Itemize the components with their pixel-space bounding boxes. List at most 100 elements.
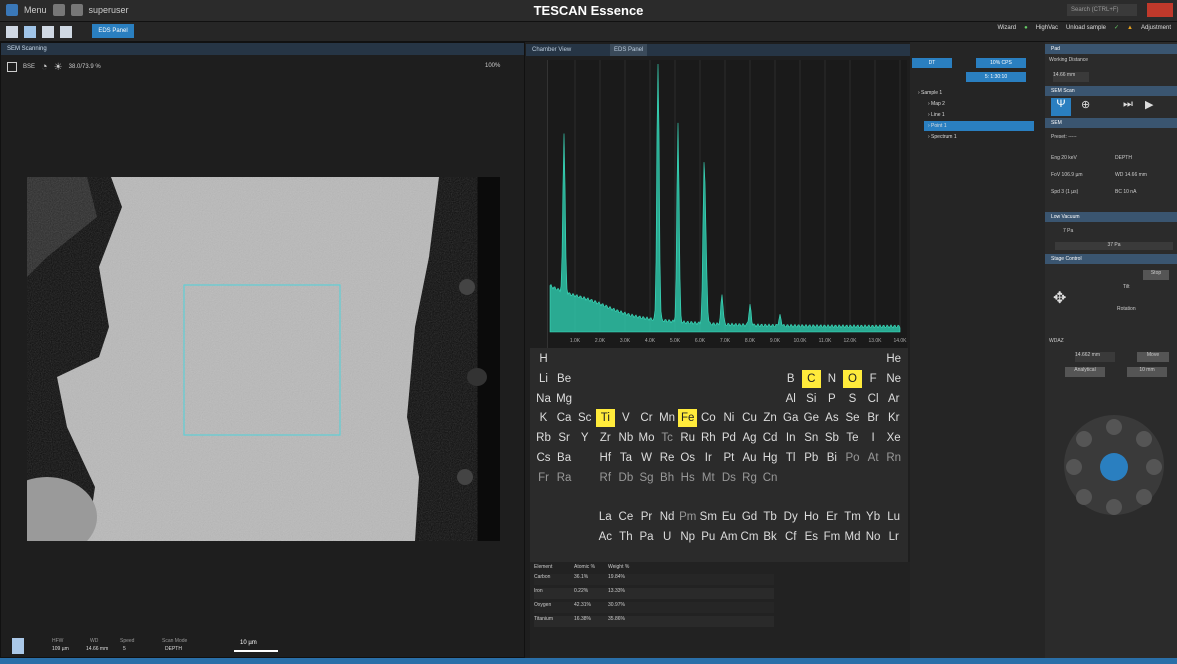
element-rh[interactable]: Rh xyxy=(700,432,716,445)
element-ru[interactable]: Ru xyxy=(680,432,696,445)
element-sn[interactable]: Sn xyxy=(804,432,819,445)
element-lu[interactable]: Lu xyxy=(887,511,901,524)
element-hs[interactable]: Hs xyxy=(680,471,695,484)
preset-label[interactable]: Preset: ----- xyxy=(1051,134,1077,140)
element-u[interactable]: U xyxy=(662,531,672,544)
param-fov[interactable]: FoV 106.9 µm xyxy=(1051,172,1083,178)
element-no[interactable]: No xyxy=(865,531,881,544)
wdaz-input[interactable]: 14.662 mm xyxy=(1075,352,1115,362)
element-cr[interactable]: Cr xyxy=(640,412,653,425)
element-ag[interactable]: Ag xyxy=(742,432,757,445)
element-f[interactable]: F xyxy=(869,372,877,385)
element-li[interactable]: Li xyxy=(539,372,548,385)
working-distance-input[interactable]: 14.66 mm xyxy=(1053,72,1089,82)
element-ar[interactable]: Ar xyxy=(887,392,900,405)
element-xe[interactable]: Xe xyxy=(886,432,901,445)
element-la[interactable]: La xyxy=(598,511,612,524)
element-pa[interactable]: Pa xyxy=(639,531,654,544)
element-ds[interactable]: Ds xyxy=(721,471,736,484)
element-bi[interactable]: Bi xyxy=(826,452,837,464)
element-cs[interactable]: Cs xyxy=(536,452,551,464)
element-ca[interactable]: Ca xyxy=(556,412,572,425)
position-slot[interactable] xyxy=(1076,431,1092,447)
element-sb[interactable]: Sb xyxy=(824,432,839,445)
element-sm[interactable]: Sm xyxy=(699,511,717,524)
section-sem[interactable]: SEM xyxy=(1045,118,1177,128)
element-ge[interactable]: Ge xyxy=(803,412,819,425)
element-co[interactable]: Co xyxy=(700,412,716,425)
layout-icon[interactable] xyxy=(6,26,18,38)
stage-navigator[interactable] xyxy=(1064,415,1164,515)
element-ga[interactable]: Ga xyxy=(783,412,799,425)
param-energy[interactable]: Eng 20 keV xyxy=(1051,155,1077,161)
element-tl[interactable]: Tl xyxy=(785,452,796,464)
element-am[interactable]: Am xyxy=(720,531,738,544)
element-be[interactable]: Be xyxy=(557,372,572,385)
position-slot[interactable] xyxy=(1106,419,1122,435)
wizard-button[interactable]: Wizard xyxy=(997,24,1017,31)
element-fe[interactable]: Fe xyxy=(678,409,698,428)
element-np[interactable]: Np xyxy=(680,531,696,544)
param-wd[interactable]: WD 14.66 mm xyxy=(1115,172,1147,178)
roi-icon[interactable] xyxy=(7,62,17,72)
element-pb[interactable]: Pb xyxy=(804,452,819,464)
element-mn[interactable]: Mn xyxy=(659,412,676,425)
tree-item[interactable]: › Sample 1 xyxy=(918,90,943,96)
element-sc[interactable]: Sc xyxy=(577,412,592,425)
position-slot[interactable] xyxy=(1136,431,1152,447)
element-sr[interactable]: Sr xyxy=(558,432,570,445)
element-rn[interactable]: Rn xyxy=(886,452,902,464)
param-beam-current[interactable]: BC 10 nA xyxy=(1115,189,1137,195)
lv-slider[interactable]: 37 Pa xyxy=(1055,242,1173,250)
element-rb[interactable]: Rb xyxy=(536,432,551,445)
current-position-indicator[interactable] xyxy=(1100,453,1128,481)
element-se[interactable]: Se xyxy=(845,412,860,425)
element-ce[interactable]: Ce xyxy=(618,511,634,524)
column-header[interactable]: Weight % xyxy=(608,564,630,570)
element-tb[interactable]: Tb xyxy=(763,511,777,524)
element-es[interactable]: Es xyxy=(804,531,818,544)
position-slot[interactable] xyxy=(1066,459,1082,475)
unload-sample-button[interactable]: Unload sample xyxy=(1065,24,1106,31)
element-pt[interactable]: Pt xyxy=(723,452,735,464)
element-sg[interactable]: Sg xyxy=(639,471,654,484)
tree-item[interactable]: › Point 1 xyxy=(924,121,1034,131)
element-al[interactable]: Al xyxy=(785,392,796,405)
element-br[interactable]: Br xyxy=(867,412,879,425)
element-b[interactable]: B xyxy=(786,372,795,385)
element-tc[interactable]: Tc xyxy=(661,432,673,445)
element-re[interactable]: Re xyxy=(659,452,675,464)
column-header[interactable]: Atomic % xyxy=(574,564,596,570)
element-mo[interactable]: Mo xyxy=(638,432,655,445)
element-os[interactable]: Os xyxy=(680,452,696,464)
element-db[interactable]: Db xyxy=(618,471,634,484)
element-nb[interactable]: Nb xyxy=(618,432,634,445)
element-pu[interactable]: Pu xyxy=(701,531,716,544)
element-y[interactable]: Y xyxy=(580,432,589,445)
element-kr[interactable]: Kr xyxy=(887,412,900,425)
vacuum-mode[interactable]: HighVac xyxy=(1035,24,1058,31)
position-slot[interactable] xyxy=(1076,489,1092,505)
element-ni[interactable]: Ni xyxy=(723,412,735,425)
element-rg[interactable]: Rg xyxy=(742,471,757,484)
section-low-vacuum[interactable]: Low Vacuum xyxy=(1045,212,1177,222)
ten-mm-button[interactable]: 10 mm xyxy=(1127,367,1167,377)
element-w[interactable]: W xyxy=(641,452,652,464)
menu-icon[interactable] xyxy=(6,4,18,16)
analytical-button[interactable]: Analytical xyxy=(1065,367,1105,377)
play-icon[interactable]: ▶ xyxy=(1145,99,1154,111)
element-cm[interactable]: Cm xyxy=(740,531,759,544)
eds-spectrum[interactable]: 1.0K 2.0K 3.0K 4.0K 5.0K 6.0K 7.0K 8.0K 9.0K 10.0… xyxy=(547,60,907,350)
element-in[interactable]: In xyxy=(785,432,796,445)
element-ba[interactable]: Ba xyxy=(557,452,572,464)
element-lr[interactable]: Lr xyxy=(888,531,899,544)
element-h[interactable]: H xyxy=(539,353,548,365)
element-na[interactable]: Na xyxy=(536,392,551,405)
search-input[interactable]: Search (CTRL+F) xyxy=(1067,4,1137,16)
element-mt[interactable]: Mt xyxy=(701,471,715,484)
scan-icon[interactable]: ◔ xyxy=(41,61,48,73)
tree-item[interactable]: › Spectrum 1 xyxy=(928,134,957,140)
element-ho[interactable]: Ho xyxy=(803,511,819,524)
eds-panel-tab[interactable]: EDS Panel xyxy=(92,24,134,38)
section-stage-control[interactable]: Stage Control xyxy=(1045,254,1177,264)
